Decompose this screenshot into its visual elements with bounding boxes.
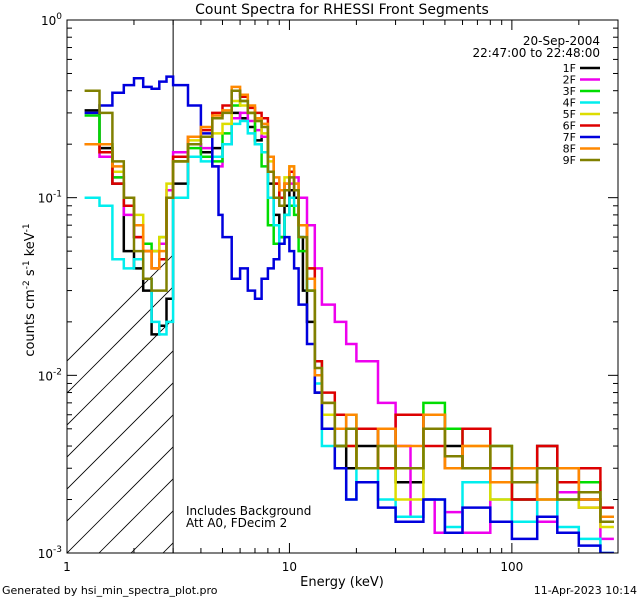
legend-label-3f: 3F <box>563 85 576 98</box>
legend-label-7f: 7F <box>563 131 576 144</box>
plot-frame <box>66 19 619 554</box>
legend-label-8f: 8F <box>563 143 576 156</box>
y-axis: 100 10-1 10-2 10-3 <box>38 12 618 561</box>
x-axis-label: Energy (keV) <box>300 575 384 590</box>
series-line-9f <box>84 89 614 523</box>
time-range-label: 22:47:00 to 22:48:00 <box>473 46 600 60</box>
hatch-line <box>98 478 174 553</box>
y-tick-label: 10-1 <box>38 190 62 206</box>
x-tick-label: 1 <box>63 560 71 574</box>
hatch-line <box>419 153 640 553</box>
series-line-8f <box>84 85 614 518</box>
series-line-5f <box>84 99 614 529</box>
legend-label-5f: 5F <box>563 108 576 121</box>
hatch-line <box>130 510 174 553</box>
x-axis: 1 10 100 <box>63 20 619 574</box>
legend-label-1f: 1F <box>563 62 576 75</box>
series-line-7f <box>84 75 614 553</box>
y-axis-label: counts cm-2 s-1 keV-1 <box>22 223 38 356</box>
series-line-6f <box>84 89 614 509</box>
hatch-line <box>67 254 174 362</box>
spectra-series <box>84 75 614 553</box>
hatch-line <box>67 446 174 553</box>
timestamp-label: 11-Apr-2023 10:14 <box>534 584 637 597</box>
series-line-1f <box>84 109 614 523</box>
hatch-line <box>162 542 174 553</box>
hatch-line <box>387 153 640 553</box>
y-tick-label: 10-2 <box>38 367 62 383</box>
hatch-line <box>67 382 174 490</box>
series-line-3f <box>84 99 614 518</box>
hatch-line <box>67 414 174 522</box>
hatch-line <box>67 318 174 426</box>
hatch-line <box>67 286 174 394</box>
date-label: 20-Sep-2004 <box>523 34 600 48</box>
chart-title: Count Spectra for RHESSI Front Segments <box>195 2 489 18</box>
background-shaded-region <box>67 153 640 553</box>
hatch-line <box>67 350 174 458</box>
legend-label-2f: 2F <box>563 74 576 87</box>
legend-label-9f: 9F <box>563 154 576 167</box>
legend-label-4f: 4F <box>563 97 576 110</box>
x-tick-label: 10 <box>282 560 297 574</box>
generated-by-label: Generated by hsi_min_spectra_plot.pro <box>2 584 218 597</box>
annotation-background: Includes Background <box>186 504 311 518</box>
y-tick-label: 10-3 <box>38 545 62 561</box>
annotation-attenuator: Att A0, FDecim 2 <box>186 516 287 530</box>
legend-label-6f: 6F <box>563 120 576 133</box>
x-tick-label: 100 <box>500 560 523 574</box>
y-tick-label: 100 <box>41 12 62 28</box>
